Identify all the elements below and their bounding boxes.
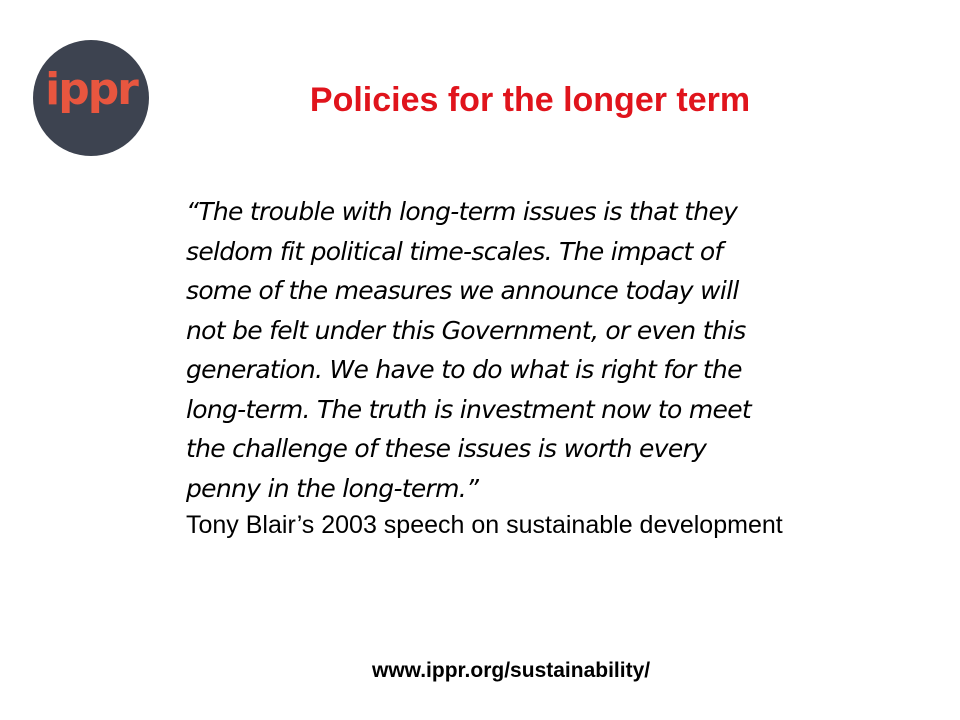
quote-attribution: Tony Blair’s 2003 speech on sustainable … — [186, 511, 783, 539]
footer-url: www.ippr.org/sustainability/ — [372, 659, 651, 682]
logo-text: ippr — [45, 64, 139, 115]
ippr-logo: ippr — [33, 40, 149, 156]
quote-text: “The trouble with long-term issues is th… — [186, 197, 752, 503]
slide-title: Policies for the longer term — [309, 81, 751, 119]
